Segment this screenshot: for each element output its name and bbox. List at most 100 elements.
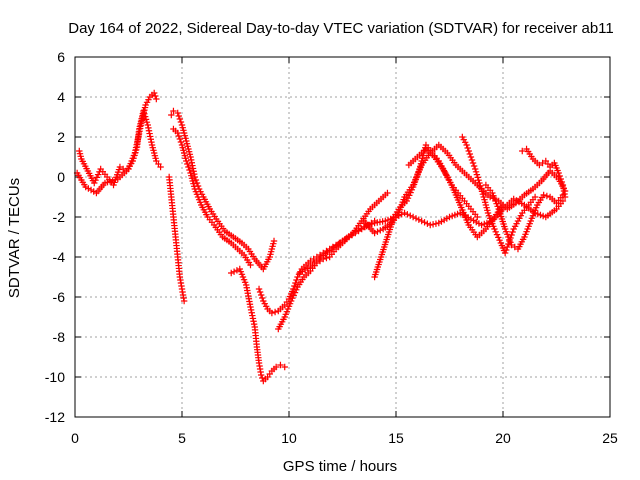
data-point [250,318,257,325]
x-tick-label: 5 [178,430,186,446]
data-point [479,191,487,198]
data-point [248,309,255,316]
data-point [556,172,563,180]
y-tick-label: -8 [53,329,66,345]
data-point [230,268,238,275]
data-point [152,92,159,100]
data-point [91,179,98,187]
data-point [175,132,182,140]
data-point [473,171,481,178]
data-point [148,138,155,146]
data-point [499,201,507,209]
data-point [401,209,408,217]
y-axis-label: SDTVAR / TECUs [6,178,23,298]
data-point [287,297,295,305]
data-point [371,229,378,237]
data-point [540,191,547,199]
data-point [509,228,516,236]
data-point [531,193,539,201]
data-point [249,315,257,322]
y-tick-label: 4 [57,89,65,105]
data-point [555,169,562,177]
data-point [508,241,515,249]
data-point [289,295,296,302]
data-point [191,170,198,178]
data-point [409,213,417,221]
data-point [187,156,195,164]
data-point [145,127,153,134]
data-point [323,254,330,262]
data-point [470,162,478,170]
data-point [469,159,477,167]
data-point [259,294,266,302]
data-point [307,257,314,265]
data-point [503,246,510,254]
data-point [384,189,391,197]
data-point [250,320,258,328]
data-point [467,153,475,161]
y-tick-label: 0 [57,169,65,185]
data-point [185,163,192,171]
data-point [268,309,276,317]
data-point [377,227,384,234]
data-point [404,211,411,218]
data-point [177,138,185,146]
data-point [188,159,195,166]
data-point [157,163,164,171]
data-point [491,225,498,233]
data-point [174,109,181,117]
data-point [432,220,440,227]
data-point [291,289,299,296]
data-point [116,163,124,171]
data-point [412,215,420,222]
data-point [404,195,412,202]
data-point [421,219,428,226]
data-point [183,157,190,165]
data-point [192,176,200,184]
data-point [174,129,181,137]
data-point [189,165,197,172]
data-point [478,188,486,195]
data-point [93,174,101,181]
data-point [176,115,184,123]
data-point [477,185,485,192]
data-point [247,303,254,311]
data-point [427,221,434,229]
x-tick-label: 0 [71,430,79,446]
data-point [543,192,551,200]
data-point [270,237,278,245]
y-tick-label: -10 [45,369,65,385]
data-point [464,144,471,152]
data-point [519,147,526,155]
data-point [92,177,99,184]
data-point [374,228,381,235]
data-point [496,237,503,244]
x-tick-label: 20 [495,430,511,446]
data-point [477,182,484,189]
y-tick-labels: -12 -10 -8 -6 -4 -2 0 2 4 6 [45,49,65,425]
y-tick-label: -12 [45,409,65,425]
data-point [177,118,185,126]
data-point [418,217,425,225]
grid-lines [75,57,610,417]
data-point [94,171,102,178]
data-point [191,173,199,181]
data-point [256,288,264,296]
data-point [465,147,472,155]
x-axis-label: GPS time / hours [283,458,397,475]
data-point [293,286,300,293]
data-point [476,179,483,187]
data-point [557,175,564,183]
data-point [508,231,515,239]
data-point [504,243,511,251]
data-point [187,153,194,161]
y-tick-label: -6 [53,289,66,305]
data-point [495,234,502,241]
data-point [408,186,416,193]
data-point [292,279,299,287]
y-tick-label: -4 [53,249,66,265]
data-point [249,312,256,319]
data-point [168,111,175,119]
y-tick-label: 2 [57,129,65,145]
